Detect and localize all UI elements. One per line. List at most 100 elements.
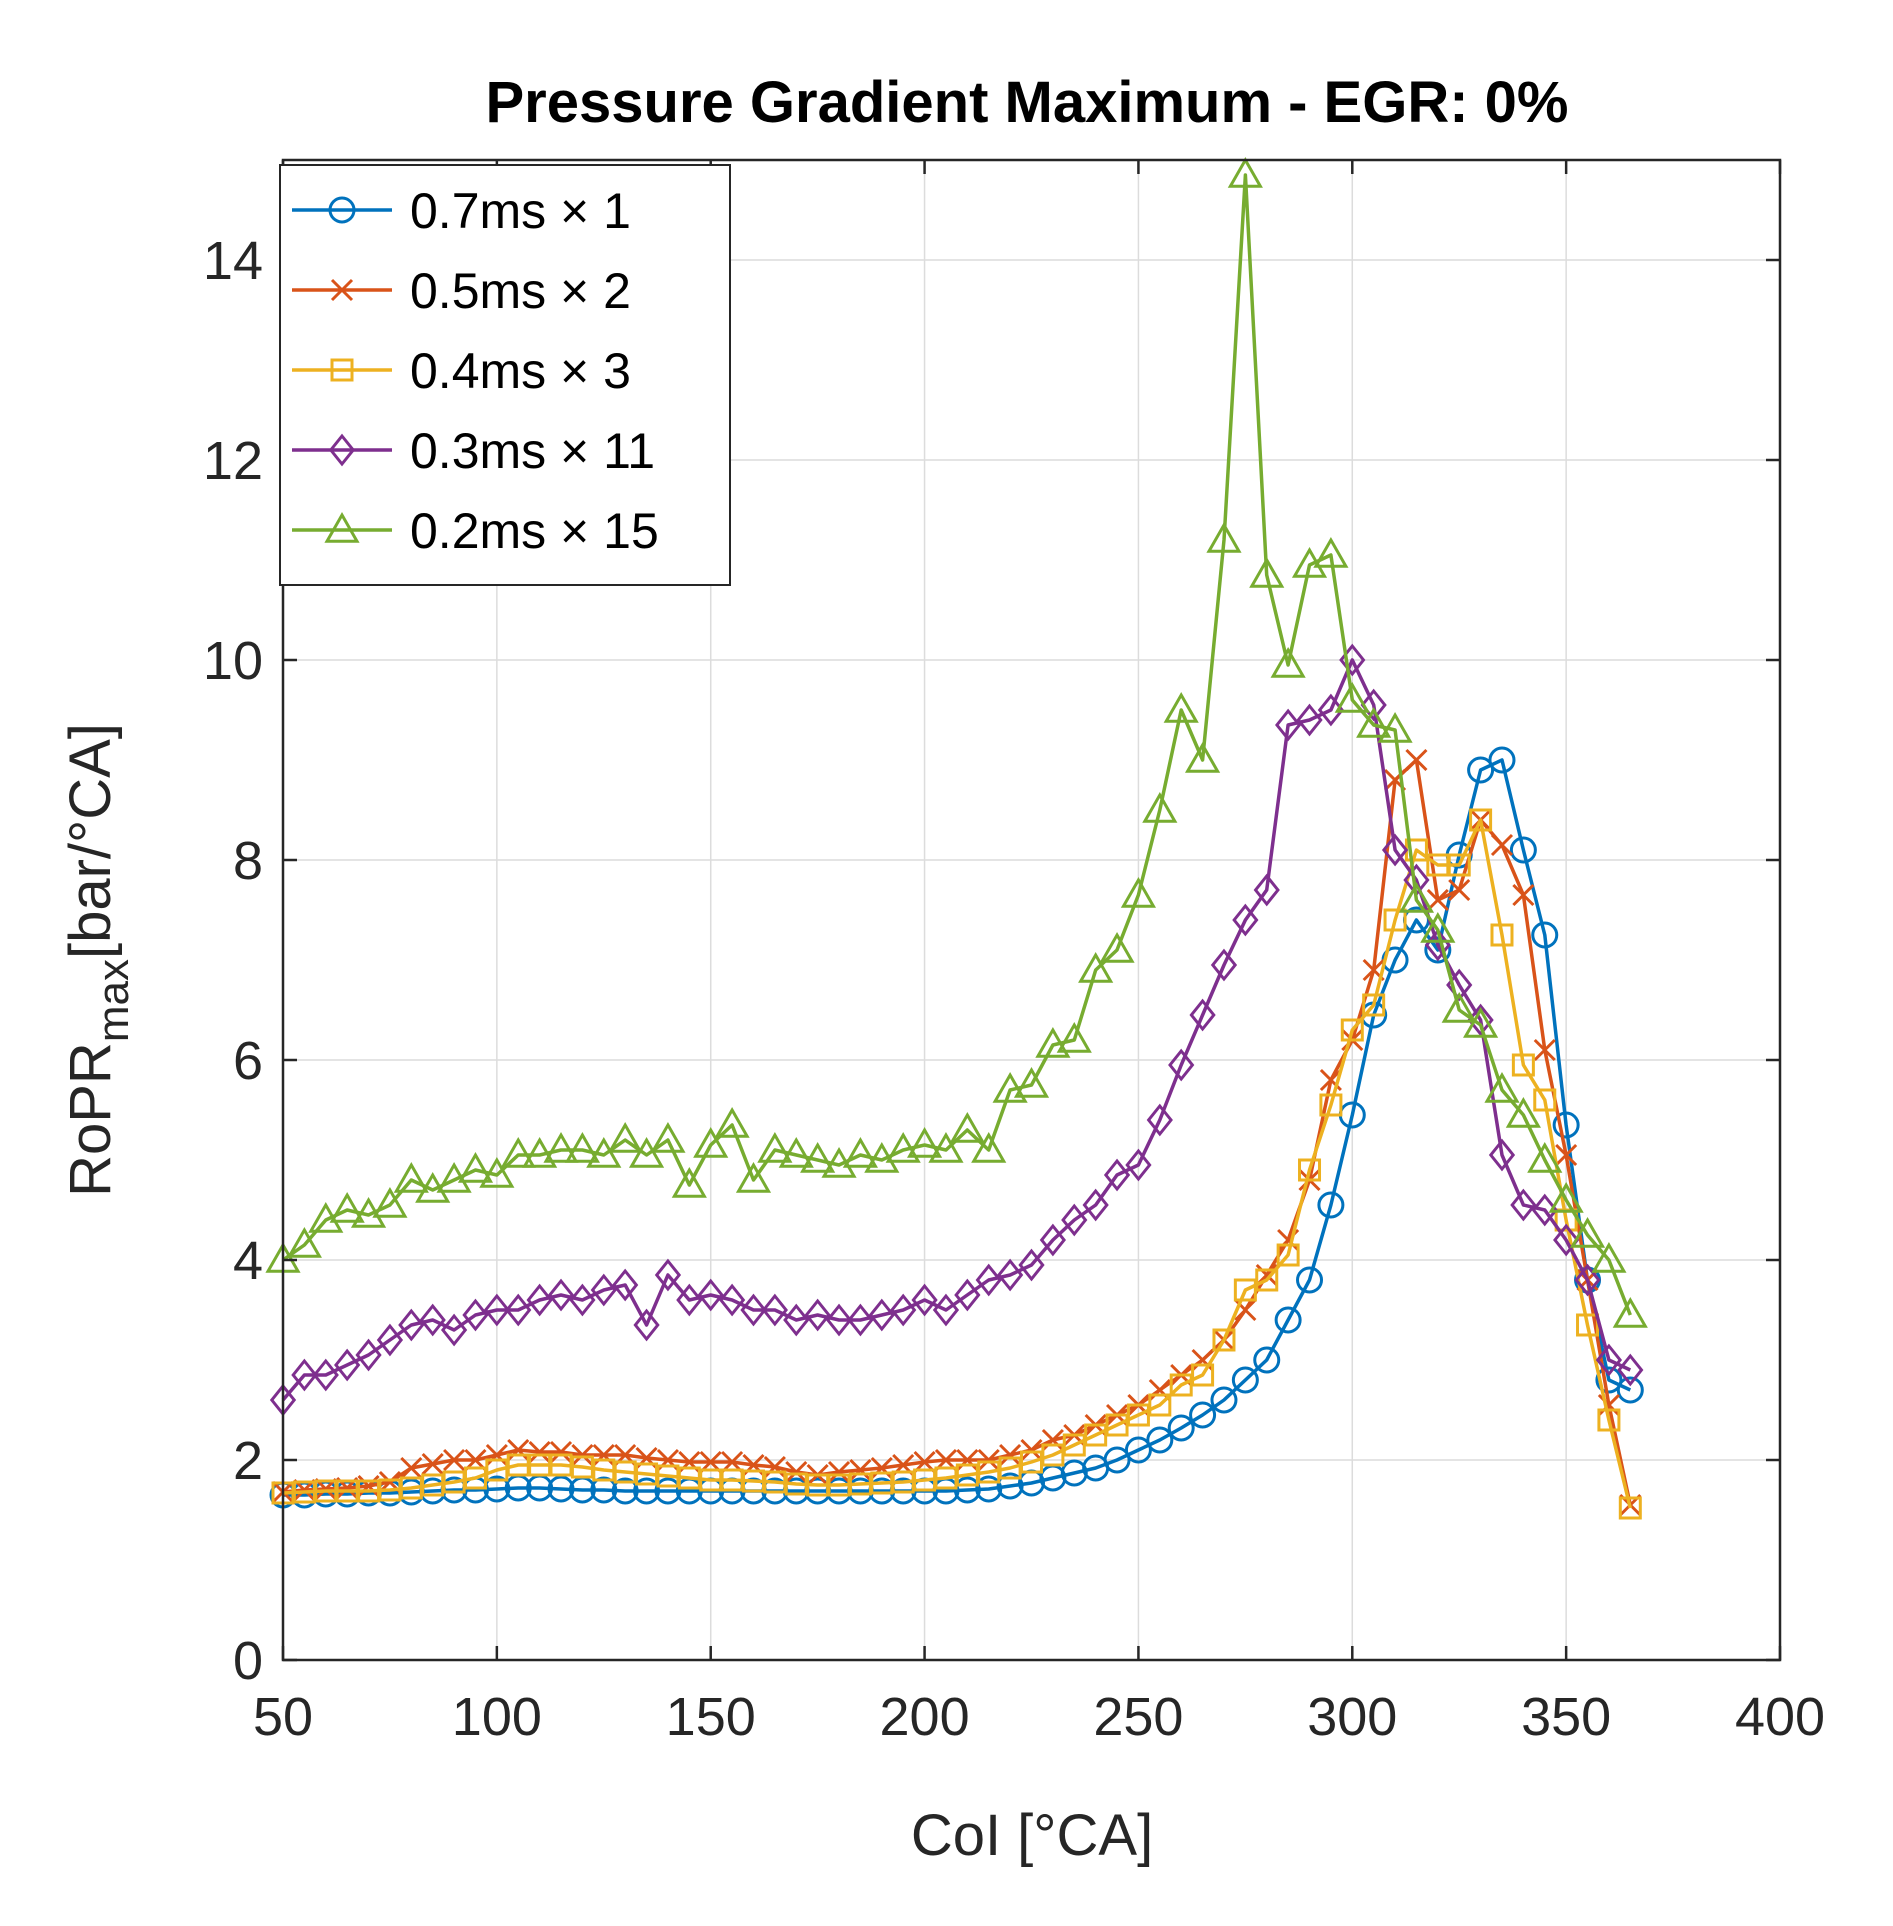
marker-diamond (954, 1278, 981, 1312)
marker-diamond (1275, 708, 1302, 742)
marker-diamond (804, 1298, 831, 1332)
marker-triangle (949, 1111, 985, 1143)
marker-square (1362, 993, 1386, 1017)
marker-diamond (825, 1303, 853, 1337)
marker-triangle (1270, 646, 1306, 678)
marker-diamond (328, 433, 356, 467)
marker-triangle (372, 1186, 408, 1218)
marker-circle (1189, 1401, 1217, 1429)
marker-triangle (1441, 991, 1477, 1023)
marker-diamond (697, 1278, 724, 1312)
marker-square (1276, 1243, 1300, 1267)
marker-square (1533, 1088, 1557, 1112)
marker-circle (1595, 1366, 1623, 1394)
marker-x (977, 1448, 1000, 1472)
marker-x (421, 1452, 444, 1476)
x-tick-label: 50 (253, 1687, 313, 1747)
marker-triangle (1334, 681, 1370, 713)
x-tick-label: 300 (1307, 1687, 1397, 1747)
marker-x (956, 1448, 979, 1472)
marker-triangle (1591, 1241, 1627, 1273)
x-tick-label: 250 (1093, 1687, 1183, 1747)
marker-circle (1509, 836, 1537, 864)
marker-diamond (1103, 1158, 1131, 1192)
marker-triangle (1249, 556, 1285, 588)
marker-diamond (1488, 1138, 1516, 1172)
marker-triangle (1013, 1066, 1050, 1098)
marker-diamond (419, 1303, 446, 1337)
series-line (282, 758, 1633, 1506)
marker-circle (953, 1476, 981, 1504)
x-tick-label: 100 (452, 1687, 542, 1747)
marker-x (1426, 888, 1449, 912)
marker-circle (1274, 1306, 1302, 1334)
marker-square (1618, 1496, 1642, 1520)
marker-triangle (693, 1126, 729, 1158)
marker-x (549, 1440, 573, 1464)
marker-diamond (547, 1278, 575, 1312)
marker-diamond (1210, 948, 1238, 982)
marker-diamond (398, 1308, 425, 1342)
marker-x (827, 1460, 851, 1484)
marker-triangle (1099, 931, 1135, 963)
series-2 (271, 748, 1642, 1517)
marker-triangle (842, 1136, 878, 1168)
marker-diamond (847, 1303, 874, 1337)
marker-triangle (928, 1131, 964, 1163)
marker-triangle (607, 1121, 643, 1153)
marker-diamond (1253, 873, 1280, 907)
marker-triangle (1035, 1026, 1071, 1058)
marker-diamond (1125, 1148, 1152, 1182)
marker-circle (590, 1476, 618, 1504)
legend-label: 0.7ms × 1 (410, 183, 631, 239)
marker-diamond (761, 1293, 788, 1327)
marker-triangle (650, 1121, 686, 1153)
marker-triangle (1505, 1096, 1541, 1128)
marker-diamond (1082, 1188, 1109, 1222)
marker-diamond (1467, 1003, 1494, 1037)
marker-square (1319, 1093, 1343, 1117)
marker-diamond (1232, 903, 1259, 937)
marker-triangle (329, 1191, 365, 1223)
marker-triangle (1569, 1216, 1606, 1248)
marker-x (1555, 1143, 1578, 1167)
marker-x (330, 278, 354, 302)
marker-diamond (1553, 1223, 1580, 1257)
marker-diamond (355, 1338, 382, 1372)
marker-square (1383, 908, 1407, 932)
marker-diamond (1317, 693, 1345, 727)
marker-diamond (932, 1293, 960, 1327)
marker-triangle (800, 1141, 836, 1173)
marker-circle (328, 196, 356, 224)
y-tick-label: 4 (233, 1231, 263, 1291)
y-tick-label: 10 (203, 631, 263, 691)
x-tick-label: 200 (880, 1687, 970, 1747)
marker-x (785, 1460, 808, 1484)
marker-triangle (1142, 791, 1178, 823)
marker-circle (611, 1477, 639, 1505)
marker-triangle (1185, 741, 1221, 773)
marker-triangle (628, 1136, 665, 1168)
marker-x (1490, 833, 1514, 857)
marker-diamond (312, 1358, 339, 1392)
y-tick-label: 0 (233, 1631, 263, 1691)
marker-diamond (740, 1293, 767, 1327)
marker-square (1191, 1363, 1215, 1387)
series-5 (265, 156, 1648, 1328)
marker-square (1298, 1158, 1322, 1182)
marker-triangle (714, 1106, 750, 1138)
marker-triangle (971, 1131, 1007, 1163)
marker-circle (996, 1472, 1024, 1500)
marker-circle (547, 1475, 575, 1503)
marker-diamond (334, 1348, 361, 1382)
marker-square (1340, 1018, 1364, 1042)
marker-x (1512, 883, 1535, 907)
marker-triangle (479, 1156, 515, 1188)
marker-circle (975, 1475, 1003, 1503)
marker-square (1511, 1053, 1535, 1077)
y-axis-label-subscript: max (89, 959, 138, 1042)
x-tick-label: 150 (666, 1687, 756, 1747)
x-axis-label: CoI [°CA] (911, 1803, 1153, 1868)
legend-entry: 0.7ms × 1 (292, 183, 631, 239)
